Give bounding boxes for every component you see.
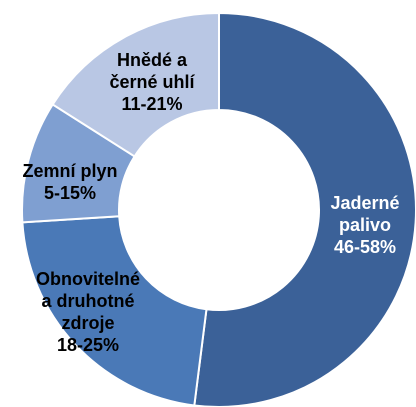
value-label: 5-15%: [43, 183, 97, 203]
category-label: Jaderné palivo: [330, 193, 400, 235]
value-label: 46-58%: [333, 237, 397, 257]
category-label: Zemní plyn: [22, 161, 118, 181]
value-label: 11-21%: [121, 94, 183, 114]
slice-label: Zemní plyn 5-15%: [22, 160, 117, 204]
slice-label: Jaderné palivo 46-58%: [330, 192, 399, 258]
category-label: Hnědé a černé uhlí: [109, 50, 195, 92]
donut-slice: [193, 11, 416, 407]
value-label: 18-25%: [56, 335, 120, 355]
donut-slice: [51, 11, 220, 158]
donut-slice: [21, 215, 208, 407]
category-label: Obnovitelné a druhotné zdroje: [35, 269, 141, 333]
slice-label: Obnovitelné a druhotné zdroje 18-25%: [36, 268, 140, 356]
slice-label: Hnědé a černé uhlí 11-21%: [109, 49, 194, 115]
